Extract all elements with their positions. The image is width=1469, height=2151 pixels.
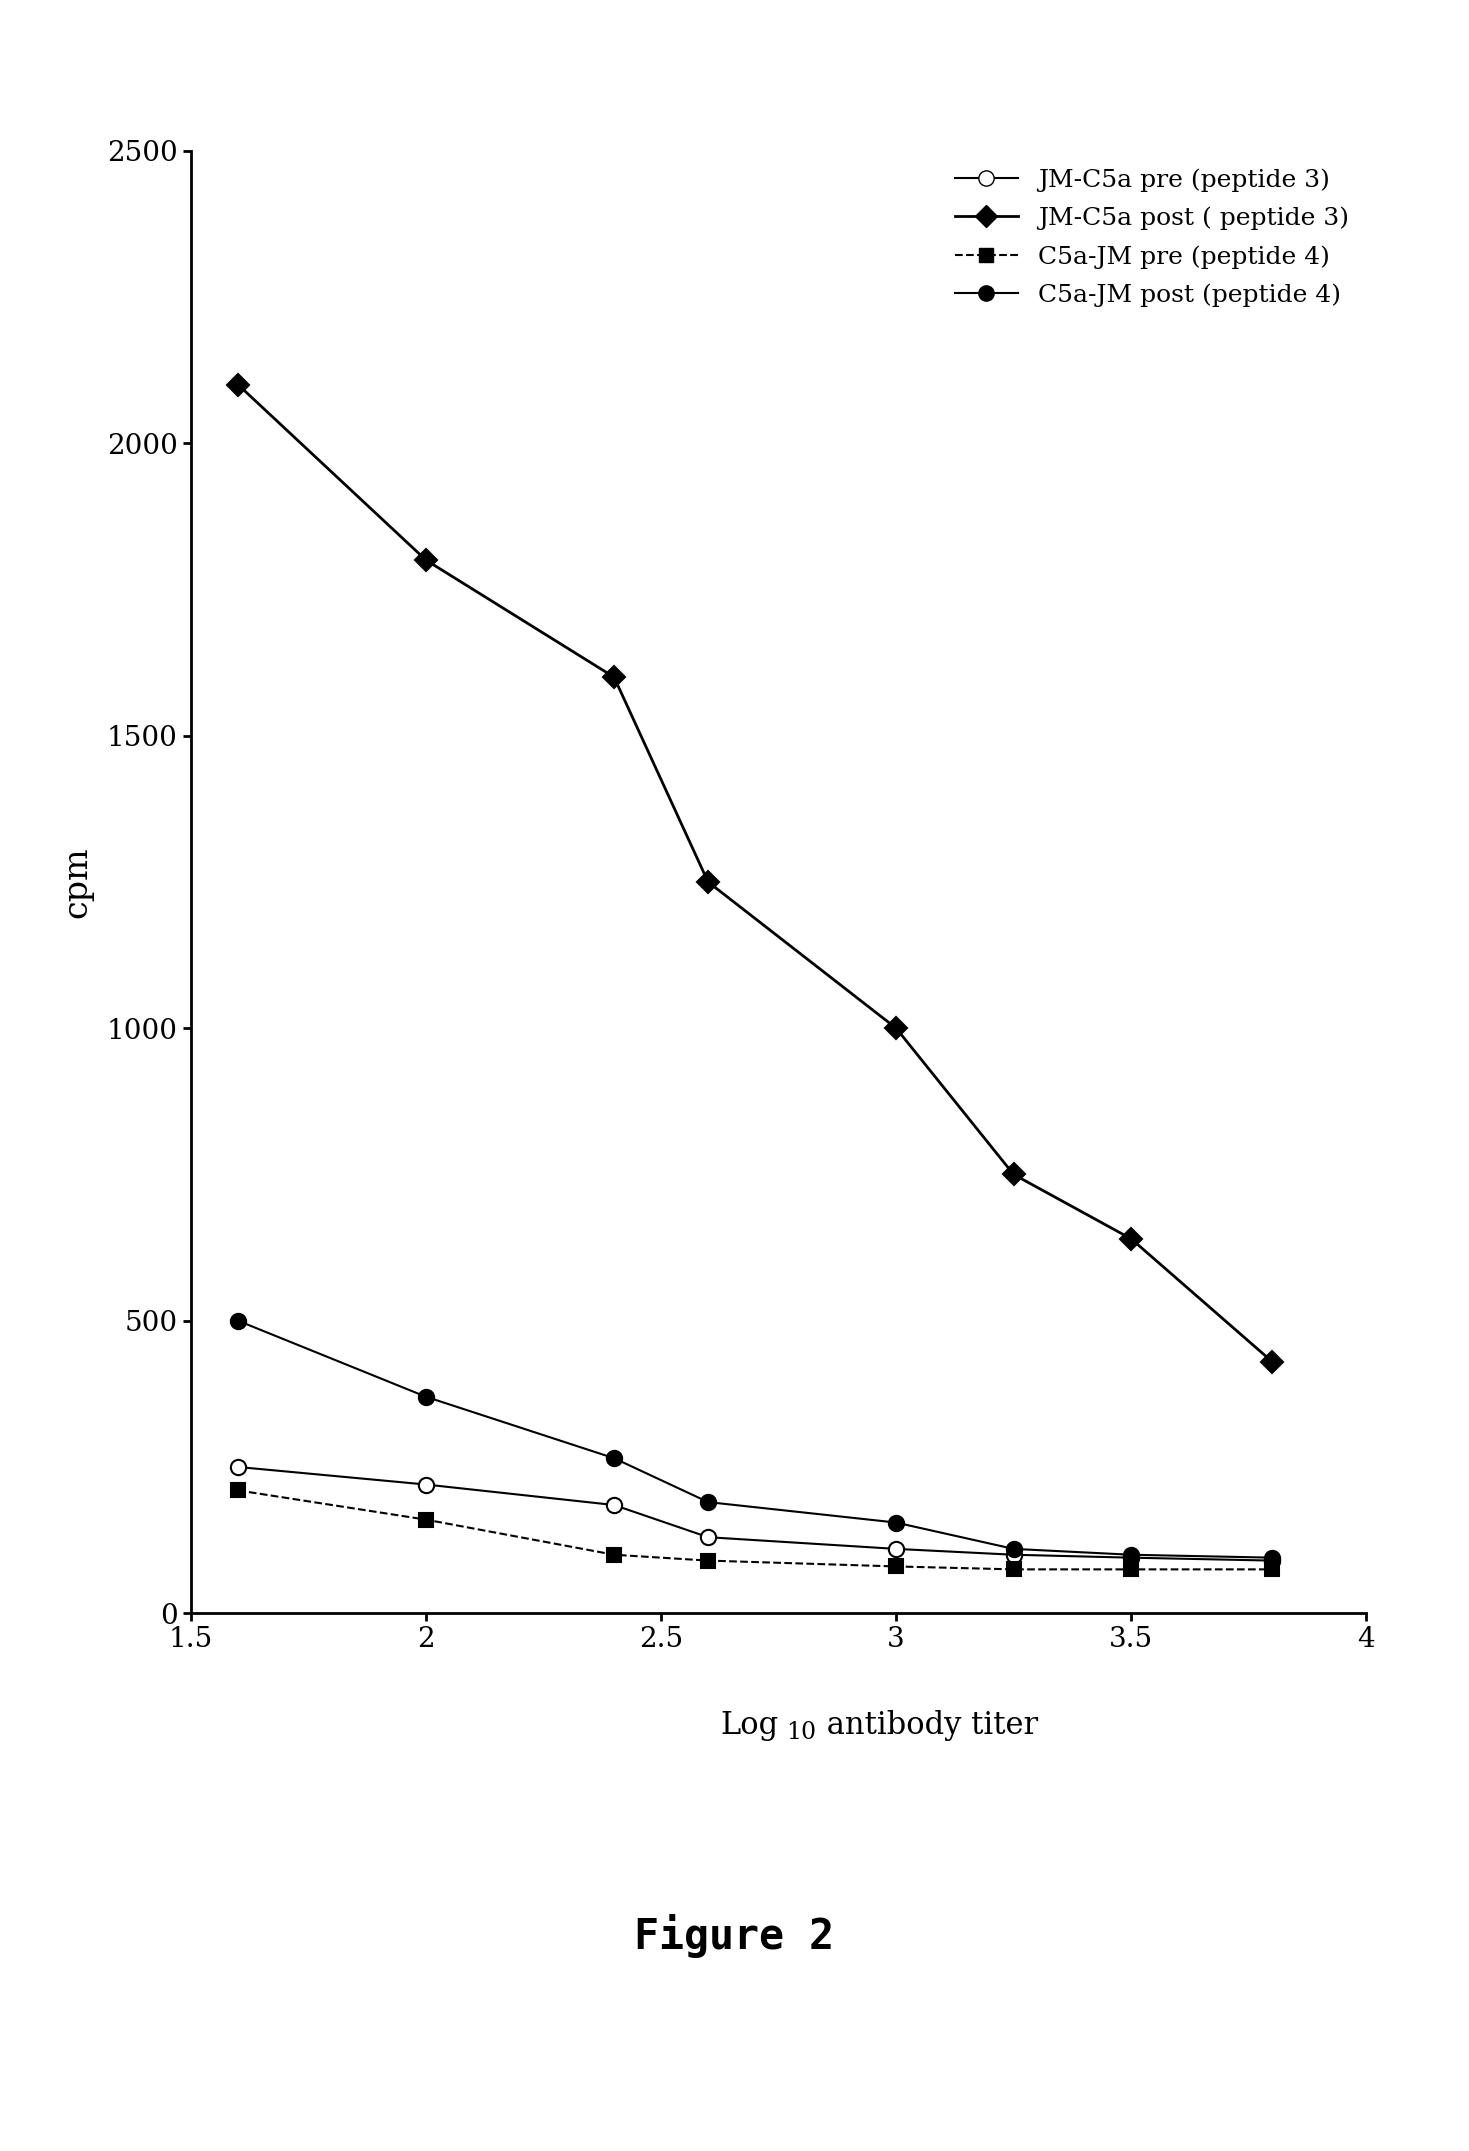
Text: Figure 2: Figure 2 <box>635 1914 834 1957</box>
Text: antibody titer: antibody titer <box>817 1710 1039 1740</box>
Text: Log: Log <box>720 1710 779 1740</box>
Text: 10: 10 <box>786 1721 817 1744</box>
Y-axis label: cpm: cpm <box>60 845 93 918</box>
Legend: JM-C5a pre (peptide 3), JM-C5a post ( peptide 3), C5a-JM pre (peptide 4), C5a-JM: JM-C5a pre (peptide 3), JM-C5a post ( pe… <box>945 157 1359 316</box>
